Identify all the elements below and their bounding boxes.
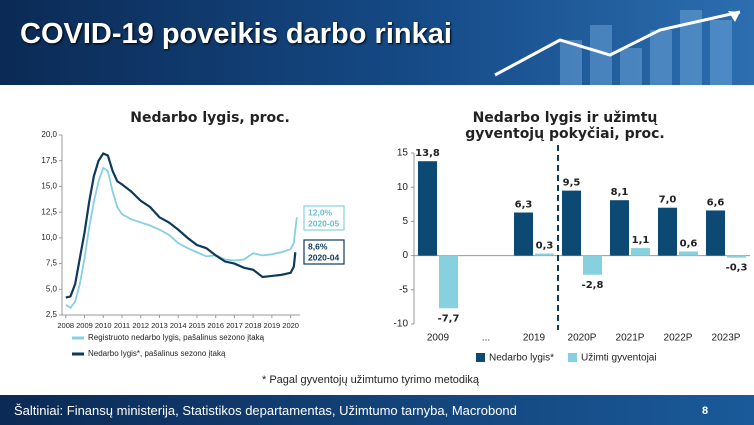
- page-number: 8: [702, 405, 709, 417]
- x-tick-label: 2020P: [568, 333, 597, 344]
- legend-label: Registruoto nedarbo lygis, pašalinus sez…: [88, 333, 265, 342]
- slide-title: COVID-19 poveikis darbo rinkai: [20, 18, 452, 50]
- chart-title: Nedarbo lygis, proc.: [130, 110, 290, 126]
- y-tick-label: 5: [402, 216, 408, 227]
- legend-label: Nedarbo lygis*: [489, 353, 554, 364]
- end-label-box: [303, 205, 345, 231]
- value-label: 8,1: [611, 187, 629, 198]
- legend-swatch: [568, 353, 577, 362]
- x-tick-label: ...: [482, 333, 490, 344]
- y-tick-label: 10: [397, 182, 409, 193]
- chart-title: Nedarbo lygis ir užimtų gyventojų pokyči…: [465, 110, 665, 142]
- x-tick-label: 2019: [264, 321, 281, 330]
- x-tick-label: 2020: [282, 321, 299, 330]
- bar: [658, 207, 677, 256]
- bar: [727, 255, 746, 258]
- line-series: [65, 166, 298, 310]
- bar: [583, 255, 602, 275]
- bar: [610, 200, 629, 256]
- bar: [679, 251, 698, 256]
- footnote: * Pagal gyventojų užimtumo tyrimo metodi…: [262, 374, 480, 386]
- bar: [418, 161, 437, 256]
- legend-label: Užimti gyventojai: [581, 353, 657, 364]
- x-tick-label: 2011: [114, 321, 130, 330]
- x-tick-label: 2016: [207, 321, 224, 330]
- y-tick-label: 7,5: [46, 259, 58, 268]
- charts: * Pagal gyventojų užimtumo tyrimo metodi…: [41, 130, 750, 386]
- y-tick-label: 17,5: [41, 156, 57, 165]
- x-tick-label: 2017: [226, 321, 243, 330]
- value-label: 1,1: [632, 235, 650, 246]
- x-tick-label: 2022P: [664, 333, 693, 344]
- x-tick-label: 2021P: [616, 333, 645, 344]
- bar: [439, 255, 458, 309]
- x-tick-label: 2009: [427, 333, 450, 344]
- x-tick-label: 2018: [245, 321, 262, 330]
- x-tick-label: 2009: [76, 321, 93, 330]
- y-tick-label: 2,5: [46, 310, 58, 319]
- line-series: [65, 152, 297, 299]
- value-label: -0,3: [726, 263, 748, 274]
- y-tick-label: 15: [397, 148, 409, 159]
- value-label: -2,8: [582, 280, 604, 291]
- footer: Šaltiniai: Finansų ministerija, Statisti…: [0, 395, 754, 425]
- y-tick-label: 0: [402, 250, 408, 261]
- end-label-value: 8,6%: [308, 241, 328, 251]
- y-tick-label: 15,0: [41, 182, 57, 191]
- bar: [562, 190, 581, 256]
- legend-label: Nedarbo lygis*, pašalinus sezono įtaką: [88, 349, 226, 358]
- header-decoration: [494, 10, 741, 85]
- x-tick-label: 2008: [57, 321, 74, 330]
- value-label: 6,6: [707, 197, 725, 208]
- value-label: 9,5: [563, 178, 581, 189]
- value-label: 0,3: [536, 241, 554, 252]
- y-tick-label: -10: [394, 319, 409, 330]
- y-tick-label: 10,0: [41, 233, 57, 242]
- bar: [631, 248, 650, 256]
- y-tick-label: 12,5: [41, 207, 57, 216]
- x-tick-label: 2013: [151, 321, 168, 330]
- value-label: 7,0: [659, 195, 677, 206]
- legend-swatch: [476, 353, 485, 362]
- bar: [514, 212, 533, 256]
- end-label-date: 2020-05: [308, 218, 339, 228]
- x-tick-label: 2019: [523, 333, 546, 344]
- header: COVID-19 poveikis darbo rinkai: [0, 0, 754, 85]
- bar: [706, 210, 725, 256]
- x-tick-label: 2012: [132, 321, 149, 330]
- end-label-date: 2020-04: [308, 252, 339, 262]
- y-tick-label: 5,0: [46, 284, 58, 293]
- value-label: 13,8: [415, 148, 440, 159]
- x-tick-label: 2014: [170, 321, 187, 330]
- end-label-box: [303, 239, 345, 265]
- x-tick-label: 2010: [95, 321, 112, 330]
- x-tick-label: 2023P: [712, 333, 741, 344]
- y-tick-label: 20,0: [41, 130, 57, 139]
- value-label: 0,6: [680, 238, 698, 249]
- x-tick-label: 2015: [189, 321, 206, 330]
- value-label: 6,3: [515, 200, 533, 211]
- y-tick-label: -5: [399, 284, 408, 295]
- bar: [535, 253, 554, 256]
- value-label: -7,7: [438, 313, 460, 324]
- end-label-value: 12,0%: [308, 207, 333, 217]
- source: Šaltiniai: Finansų ministerija, Statisti…: [14, 403, 517, 418]
